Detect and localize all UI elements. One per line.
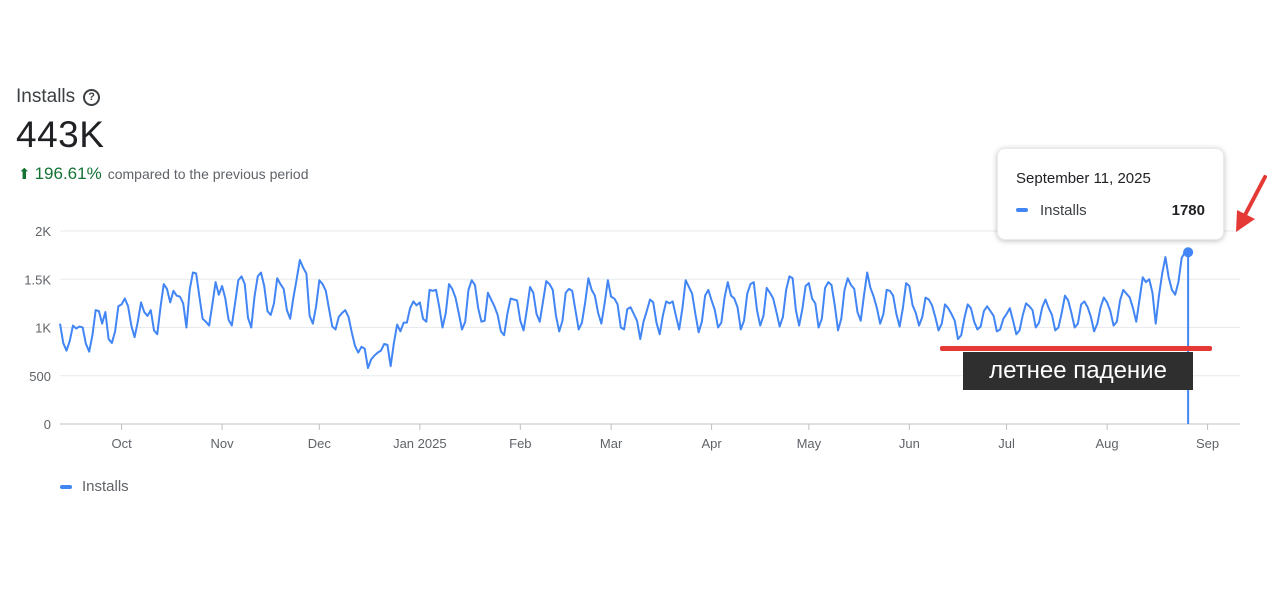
x-tick-label: Aug [1096,436,1119,451]
tooltip-series-swatch [1016,208,1028,212]
annotation-underline [940,346,1212,351]
x-axis: Oct Nov Dec Jan 2025 Feb Mar Apr May Jun Jul Aug Se… [111,424,1219,451]
y-tick-label: 500 [29,369,51,384]
tooltip-value: 1780 [1171,202,1205,219]
x-tick-label: Sep [1196,436,1219,451]
change-row: ⬆ 196.61% compared to the previous perio… [18,164,309,184]
x-tick-label: Oct [111,436,132,451]
annotation-label: летнее падение [963,352,1193,390]
series-installs [59,247,1194,424]
x-tick-label: Jun [899,436,920,451]
tooltip-date: September 11, 2025 [1016,170,1151,187]
y-tick-label: 1K [35,321,51,336]
gridlines [60,230,1240,425]
y-tick-label: 0 [44,417,51,432]
y-tick-label: 1.5K [24,272,51,287]
x-tick-label: Apr [701,436,722,451]
chart-title: Installs [16,86,76,107]
x-tick-label: Feb [509,436,531,451]
change-percent: 196.61% [34,164,102,183]
arrow-head [1236,210,1255,232]
change-description: compared to the previous period [107,166,309,182]
arrow-up-icon: ⬆ [18,166,31,183]
x-tick-label: Mar [600,436,623,451]
x-tick-label: Dec [308,436,332,451]
chart-tooltip: September 11, 2025 Installs 1780 [997,148,1224,240]
x-tick-label: May [797,436,822,451]
y-tick-label: 2K [35,224,51,239]
x-tick-label: Jul [998,436,1015,451]
series-line-installs [59,251,1189,370]
title-row: Installs ? [16,86,101,108]
hover-point[interactable] [1183,247,1194,258]
x-tick-label: Nov [211,436,235,451]
tooltip-series-name: Installs [1040,202,1087,219]
total-installs: 443K [16,114,105,155]
legend-label-installs: Installs [82,478,129,495]
y-axis-ticks: 0 500 1K 1.5K 2K [24,224,51,432]
red-arrow-icon [1236,175,1267,232]
x-tick-label: Jan 2025 [393,436,447,451]
arrow-shaft [1243,175,1267,217]
legend-swatch [60,484,72,489]
chart-header: Installs ? [16,86,101,108]
chart-legend[interactable]: Installs [60,478,129,495]
help-circle-icon[interactable]: ? [83,88,101,106]
